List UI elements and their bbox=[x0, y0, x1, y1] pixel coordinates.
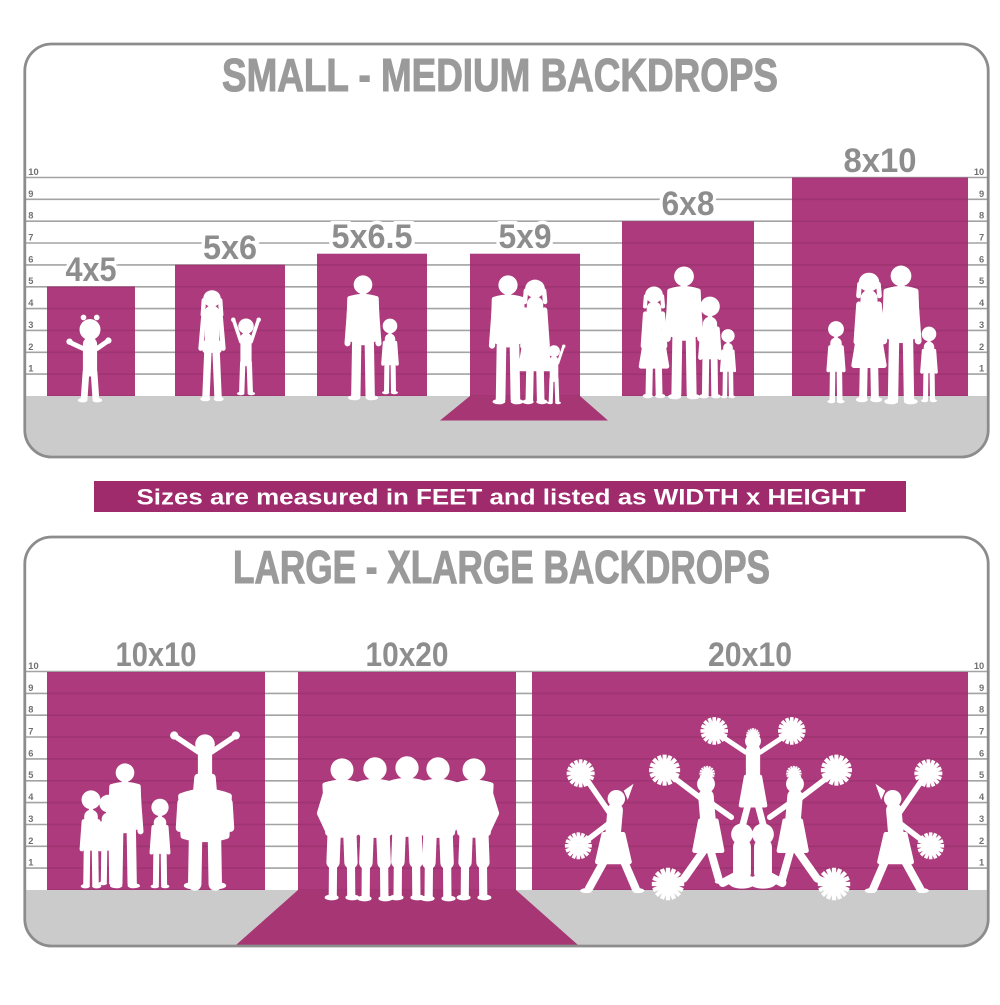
svg-text:Sizes are measured in FEET and: Sizes are measured in FEET and listed as… bbox=[137, 485, 867, 510]
svg-text:5x6.5: 5x6.5 bbox=[332, 218, 413, 256]
svg-text:5: 5 bbox=[28, 770, 33, 780]
svg-text:2: 2 bbox=[28, 342, 33, 352]
svg-text:3: 3 bbox=[28, 814, 33, 824]
svg-text:10: 10 bbox=[28, 167, 38, 177]
svg-text:9: 9 bbox=[28, 189, 33, 199]
svg-text:2: 2 bbox=[28, 836, 33, 846]
svg-text:10x20: 10x20 bbox=[366, 636, 449, 674]
svg-text:1: 1 bbox=[28, 858, 33, 868]
svg-text:9: 9 bbox=[979, 189, 984, 199]
svg-text:8: 8 bbox=[979, 211, 984, 221]
svg-text:3: 3 bbox=[28, 320, 33, 330]
svg-text:5: 5 bbox=[28, 276, 33, 286]
svg-text:3: 3 bbox=[979, 814, 984, 824]
svg-text:7: 7 bbox=[979, 727, 984, 737]
svg-text:20x10: 20x10 bbox=[708, 636, 792, 674]
svg-text:6: 6 bbox=[979, 748, 984, 758]
svg-text:1: 1 bbox=[979, 858, 984, 868]
svg-text:6: 6 bbox=[979, 254, 984, 264]
svg-text:9: 9 bbox=[28, 683, 33, 693]
svg-text:5x9: 5x9 bbox=[499, 218, 552, 256]
svg-text:1: 1 bbox=[979, 364, 984, 374]
svg-text:4: 4 bbox=[979, 792, 985, 802]
svg-text:SMALL - MEDIUM BACKDROPS: SMALL - MEDIUM BACKDROPS bbox=[222, 49, 778, 101]
svg-text:6: 6 bbox=[28, 254, 33, 264]
svg-text:4: 4 bbox=[28, 298, 34, 308]
svg-text:8: 8 bbox=[28, 705, 33, 715]
svg-text:1: 1 bbox=[28, 364, 33, 374]
svg-text:4: 4 bbox=[979, 298, 985, 308]
svg-text:2: 2 bbox=[979, 836, 984, 846]
svg-text:5x6: 5x6 bbox=[203, 229, 257, 267]
svg-text:10: 10 bbox=[974, 167, 984, 177]
svg-text:10: 10 bbox=[28, 661, 38, 671]
svg-text:6: 6 bbox=[28, 748, 33, 758]
svg-text:8: 8 bbox=[28, 211, 33, 221]
svg-text:5: 5 bbox=[979, 770, 984, 780]
svg-text:LARGE - XLARGE BACKDROPS: LARGE - XLARGE BACKDROPS bbox=[233, 541, 770, 593]
svg-text:4x5: 4x5 bbox=[66, 251, 117, 289]
svg-text:6x8: 6x8 bbox=[662, 185, 715, 223]
svg-text:10: 10 bbox=[974, 661, 984, 671]
svg-text:7: 7 bbox=[28, 727, 33, 737]
svg-text:8x10: 8x10 bbox=[844, 142, 917, 180]
svg-text:7: 7 bbox=[979, 233, 984, 243]
svg-text:8: 8 bbox=[979, 705, 984, 715]
svg-text:2: 2 bbox=[979, 342, 984, 352]
svg-text:5: 5 bbox=[979, 276, 984, 286]
svg-text:10x10: 10x10 bbox=[116, 636, 197, 674]
svg-text:4: 4 bbox=[28, 792, 34, 802]
svg-text:9: 9 bbox=[979, 683, 984, 693]
svg-text:7: 7 bbox=[28, 233, 33, 243]
svg-text:3: 3 bbox=[979, 320, 984, 330]
